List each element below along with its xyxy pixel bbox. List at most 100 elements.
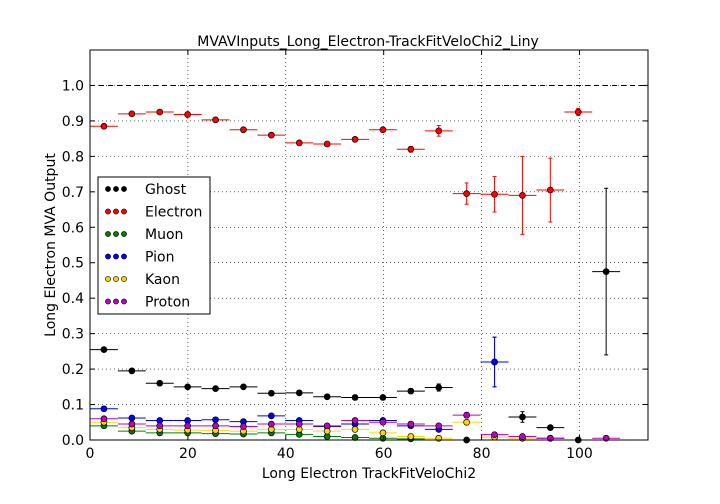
legend-marker [121,276,127,282]
legend-entry-muon: Muon [105,227,183,243]
series-electron [90,108,593,235]
data-point [100,122,108,130]
data-point [546,186,554,194]
data-point [128,420,136,428]
legend-entry-proton: Proton [105,295,190,311]
data-point [323,140,331,148]
data-point [351,417,359,424]
data-point [268,420,275,428]
data-point [407,433,415,440]
data-point [435,422,443,430]
data-point [519,433,526,440]
data-point [128,414,136,422]
data-point [491,358,498,366]
data-point [379,126,387,134]
data-point [100,346,108,353]
y-tick-label: 0.0 [62,433,84,449]
data-point [240,126,247,134]
data-point [295,389,303,397]
data-point [240,383,247,391]
data-point [435,384,443,391]
y-tick-label: 0.3 [62,327,84,343]
y-tick-label: 0.9 [62,114,84,130]
data-point [351,426,359,433]
data-point [574,108,582,116]
data-point [295,139,303,147]
data-point [212,385,219,392]
legend-label: Ghost [145,182,187,198]
data-point [491,431,498,439]
legend: Ghost Electron Muon Pion Kaon Proton [97,176,211,315]
legend-entry-ghost: Ghost [105,182,187,198]
data-point [212,116,219,124]
legend-label: Muon [145,227,183,243]
data-point [268,131,275,139]
series-ghost [90,187,621,444]
legend-entry-electron: Electron [105,205,202,221]
data-point [379,429,387,437]
legend-marker [121,208,127,215]
data-point [546,424,554,431]
data-point [463,190,470,197]
x-tick-label: 20 [179,446,197,462]
data-point [351,135,359,143]
data-point [323,422,331,430]
data-point [351,434,359,441]
x-tick-label: 100 [566,446,593,462]
legend-marker [105,231,111,237]
legend-marker [105,298,111,305]
legend-label: Pion [145,250,174,266]
y-tick-label: 1.0 [62,78,84,94]
legend-marker [121,298,127,305]
legend-marker [121,231,127,237]
data-point [156,422,164,430]
data-point [407,145,415,153]
x-tick-label: 0 [86,446,95,462]
data-point [435,127,443,135]
data-point [519,413,526,421]
data-point [128,110,136,118]
data-point [602,268,610,275]
data-point [156,379,164,387]
y-tick-label: 0.7 [62,185,84,201]
legend-box [97,176,211,315]
legend-marker [113,298,119,305]
y-tick-label: 0.6 [62,220,84,236]
y-tick-label: 0.8 [62,149,84,165]
legend-marker [113,208,119,215]
y-tick-label: 0.4 [62,291,84,307]
series-proton [90,411,621,442]
data-point [268,389,275,397]
data-point [379,394,387,401]
data-point [268,412,275,420]
data-point [519,192,526,199]
chart-title: MVAVInputs_Long_Electron-TrackFitVeloChi… [197,34,539,50]
series-layer [90,108,621,444]
data-point [184,383,191,391]
legend-marker [105,253,111,260]
data-point [407,420,415,428]
legend-marker [121,186,127,192]
data-point [379,418,387,426]
y-tick-label: 0.1 [62,398,84,414]
y-axis-label: Long Electron MVA Output [43,153,59,337]
legend-marker [105,186,111,192]
data-point [156,108,164,116]
legend-marker [113,276,119,282]
data-point [463,418,470,426]
legend-marker [113,186,119,192]
x-axis-label: Long Electron TrackFitVeloChi2 [262,466,476,482]
data-point [212,416,219,424]
legend-entry-pion: Pion [105,250,174,266]
legend-marker [105,208,111,215]
legend-marker [121,253,127,260]
grid [90,50,648,440]
ticks: 0 20 40 60 80 100 0.0 0.1 0.2 0.3 0.4 0.5 0.6 0.7 0.8 0… [62,50,648,462]
data-point [184,111,191,118]
legend-marker [113,253,119,260]
data-point [407,387,415,395]
legend-label: Proton [145,295,190,311]
data-point [323,393,331,401]
legend-marker [113,231,119,237]
